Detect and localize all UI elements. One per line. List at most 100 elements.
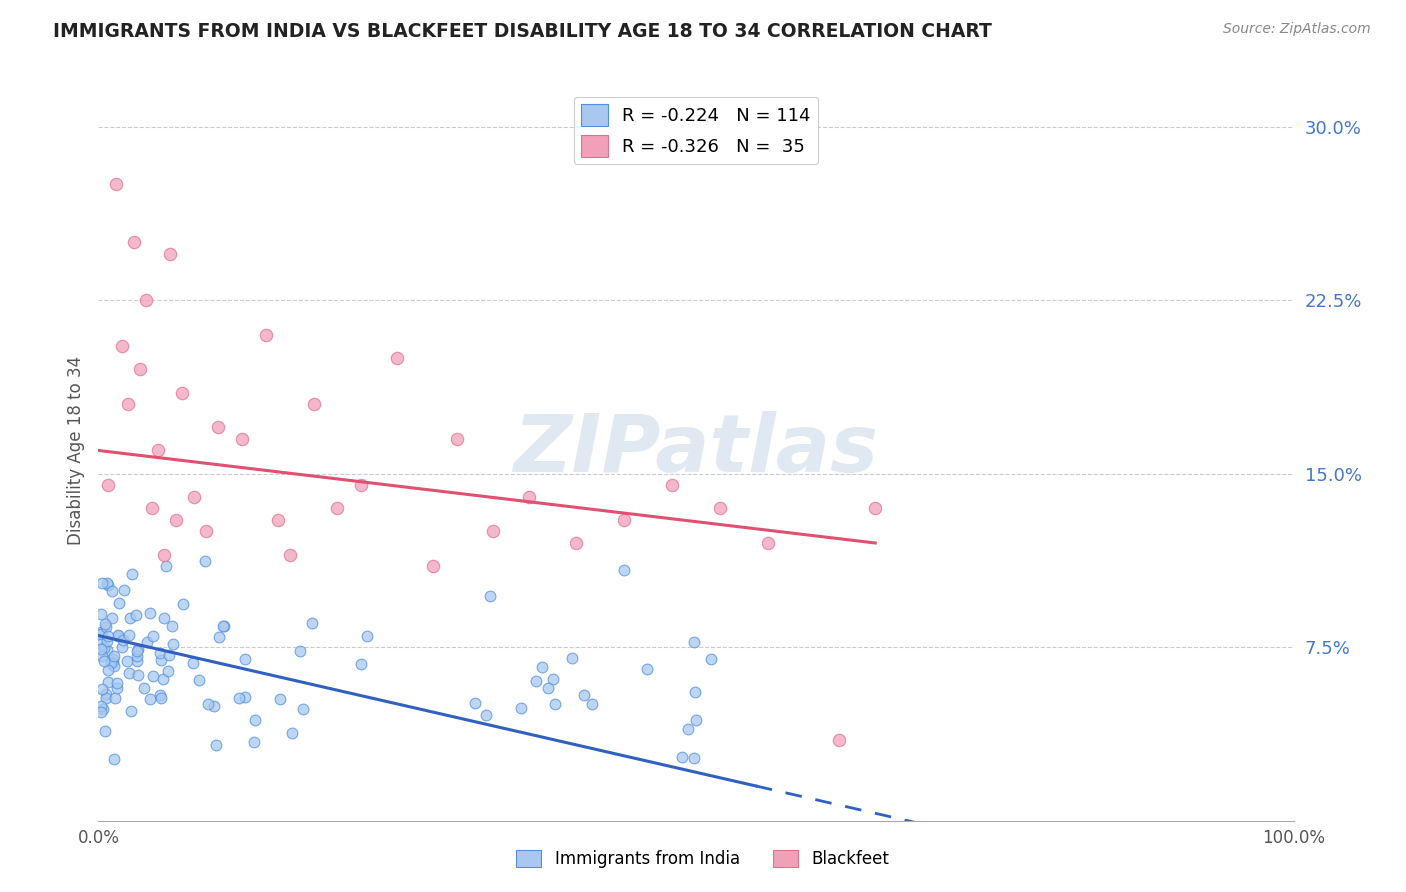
Point	[90, 705, 112, 719]
Point	[194, 554, 217, 568]
Point	[139, 692, 162, 706]
Point	[149, 653, 172, 667]
Point	[233, 690, 256, 704]
Point	[208, 630, 231, 644]
Point	[356, 629, 378, 643]
Point	[111, 640, 134, 655]
Point	[155, 559, 177, 574]
Point	[422, 559, 444, 574]
Point	[162, 637, 184, 651]
Point	[96, 576, 118, 591]
Point	[530, 660, 553, 674]
Point	[103, 658, 125, 673]
Point	[181, 656, 204, 670]
Point	[291, 702, 314, 716]
Point	[565, 536, 588, 550]
Legend: R = -0.224   N = 114, R = -0.326   N =  35: R = -0.224 N = 114, R = -0.326 N = 35	[574, 96, 818, 164]
Point	[517, 490, 540, 504]
Point	[97, 663, 120, 677]
Point	[683, 685, 706, 699]
Point	[135, 635, 157, 649]
Point	[671, 749, 693, 764]
Point	[118, 610, 141, 624]
Point	[302, 397, 325, 411]
Point	[94, 687, 117, 701]
Point	[111, 632, 134, 647]
Point	[301, 615, 323, 630]
Point	[97, 675, 120, 690]
Point	[828, 732, 851, 747]
Point	[115, 654, 138, 668]
Point	[125, 607, 148, 622]
Point	[135, 293, 157, 307]
Point	[91, 648, 114, 663]
Point	[105, 178, 128, 192]
Point	[350, 478, 373, 492]
Point	[202, 698, 225, 713]
Point	[93, 654, 115, 668]
Point	[90, 576, 112, 591]
Point	[385, 351, 409, 365]
Point	[101, 583, 124, 598]
Point	[125, 649, 148, 664]
Point	[124, 235, 146, 250]
Point	[233, 652, 256, 666]
Point	[112, 582, 135, 597]
Point	[661, 478, 683, 492]
Point	[572, 688, 595, 702]
Point	[231, 432, 253, 446]
Point	[132, 681, 155, 695]
Point	[150, 690, 173, 705]
Legend: Immigrants from India, Blackfeet: Immigrants from India, Blackfeet	[510, 843, 896, 875]
Point	[96, 634, 118, 648]
Point	[172, 385, 194, 400]
Point	[157, 648, 180, 663]
Point	[149, 688, 172, 702]
Text: Source: ZipAtlas.com: Source: ZipAtlas.com	[1223, 22, 1371, 37]
Point	[699, 652, 721, 666]
Point	[685, 714, 707, 728]
Point	[120, 704, 142, 718]
Point	[207, 420, 229, 434]
Point	[187, 673, 209, 688]
Point	[204, 738, 226, 752]
Point	[90, 625, 112, 640]
Point	[142, 629, 165, 643]
Point	[96, 620, 118, 634]
Point	[288, 644, 311, 658]
Point	[97, 577, 120, 591]
Text: ZIPatlas: ZIPatlas	[513, 411, 879, 490]
Point	[165, 513, 187, 527]
Point	[103, 751, 125, 765]
Point	[100, 611, 122, 625]
Point	[350, 657, 373, 671]
Point	[537, 681, 560, 696]
Point	[152, 611, 174, 625]
Point	[149, 646, 172, 660]
Point	[475, 707, 498, 722]
Point	[281, 726, 304, 740]
Point	[160, 618, 183, 632]
Point	[243, 735, 266, 749]
Point	[543, 697, 565, 711]
Point	[108, 596, 131, 610]
Point	[90, 642, 112, 657]
Point	[613, 563, 636, 577]
Point	[509, 700, 531, 714]
Point	[446, 432, 468, 446]
Point	[93, 723, 115, 738]
Point	[581, 697, 603, 711]
Point	[103, 649, 125, 664]
Point	[326, 501, 349, 516]
Point	[139, 607, 162, 621]
Point	[183, 490, 205, 504]
Point	[125, 654, 148, 668]
Point	[91, 702, 114, 716]
Point	[105, 675, 128, 690]
Point	[97, 478, 120, 492]
Point	[101, 651, 124, 665]
Point	[636, 662, 658, 676]
Point	[152, 672, 174, 686]
Point	[105, 681, 128, 695]
Point	[117, 665, 139, 680]
